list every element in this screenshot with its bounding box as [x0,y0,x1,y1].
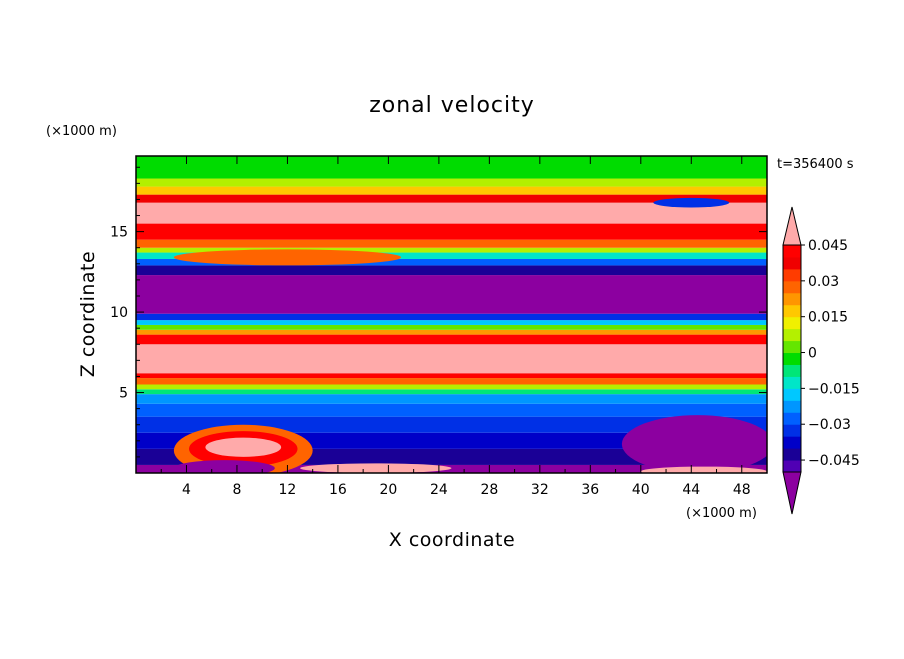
contour-band [136,394,767,404]
contour-band [136,464,767,473]
colorbar-swatch [783,328,801,342]
contour-band [136,178,767,187]
colorbar-swatch [783,436,801,449]
contour-band [136,275,767,314]
colorbar-swatch [783,316,801,330]
contour-band [136,156,767,179]
colorbar-tick-label: −0.045 [808,453,860,469]
x-axis: 4 8 12 16 20 24 28 32 36 40 44 48 [160,156,751,498]
contour-band [136,384,767,390]
colorbar-swatch [783,256,801,270]
contour-feature [173,249,402,266]
contour-band [136,416,767,433]
colorbar-swatch [783,424,801,437]
contour-band [136,265,767,276]
x-tick-label: 4 [182,482,191,498]
x-tick-label: 20 [379,482,397,498]
colorbar-frame [782,244,802,473]
y-tick-label: 5 [119,386,128,402]
colorbar-swatch [783,388,801,401]
colorbar-swatch [783,280,801,294]
colorbar-swatch [783,268,801,282]
contour-band [136,378,767,385]
x-tick-label: 32 [531,482,549,498]
colorbar-swatch [783,304,801,318]
contour-band [136,373,767,379]
y-axis: 5 10 15 [110,166,767,458]
time-label: t=356400 s [777,157,854,172]
x-axis-label: X coordinate [389,529,515,551]
colorbar-min-triangle [782,471,802,515]
contour-band [136,186,767,195]
colorbar-swatch [783,340,801,354]
contour-feature [640,466,767,473]
x-tick-label: 8 [232,482,241,498]
contour-feature [173,460,275,473]
contour-band [136,320,767,325]
colorbar-tick-label: 0.015 [808,310,848,326]
colorbar-tick-label: 0.03 [808,274,839,290]
colorbar-swatch [783,412,801,425]
x-tick-label: 48 [733,482,751,498]
contour-field [136,156,767,473]
colorbar-swatch [783,460,801,473]
colorbar-swatch [783,352,801,365]
x-tick-label: 16 [329,482,347,498]
contour-feature [205,437,282,457]
contour-band [136,258,767,266]
x-tick-label: 40 [632,482,650,498]
colorbar-max-triangle [782,206,802,246]
contour-band [136,313,767,321]
colorbar-swatch [783,448,801,461]
x-axis-unit: (×1000 m) [686,506,757,521]
chart-title: zonal velocity [369,93,535,118]
contour-band [136,252,767,259]
contour-band [136,334,767,345]
contour-band [136,344,767,374]
colorbar-swatch [783,376,801,389]
contour-band [136,403,767,417]
colorbar-tick-label: 0 [808,346,817,362]
contour-band [136,239,767,248]
contour-feature [300,463,452,473]
contour-feature [621,415,767,473]
colorbar-swatch [783,400,801,413]
x-tick-label: 44 [682,482,700,498]
colorbar-tick-label: −0.015 [808,381,860,397]
x-tick-label: 24 [430,482,448,498]
x-tick-label: 12 [279,482,297,498]
y-tick-label: 15 [110,225,128,241]
colorbar-swatch [783,292,801,306]
y-axis-label: Z coordinate [77,251,99,377]
colorbar-tick-label: −0.03 [808,417,851,433]
contour-band [136,247,767,253]
colorbar-tick-label: 0.045 [808,238,848,254]
contour-band [136,194,767,203]
contour-feature [653,197,730,208]
contour-band [136,223,767,240]
contour-band [136,389,767,395]
x-tick-label: 36 [581,482,599,498]
contour-band [136,202,767,224]
colorbar-swatch [783,245,801,258]
x-tick-label: 28 [480,482,498,498]
contour-band [136,324,767,330]
colorbar: 0.045 0.03 0.015 0 −0.015 −0.03 −0.045 [782,206,860,515]
y-axis-unit: (×1000 m) [46,124,117,139]
contour-band [136,329,767,335]
colorbar-swatch [783,364,801,377]
y-tick-label: 10 [110,305,128,321]
plot-frame [135,155,768,474]
